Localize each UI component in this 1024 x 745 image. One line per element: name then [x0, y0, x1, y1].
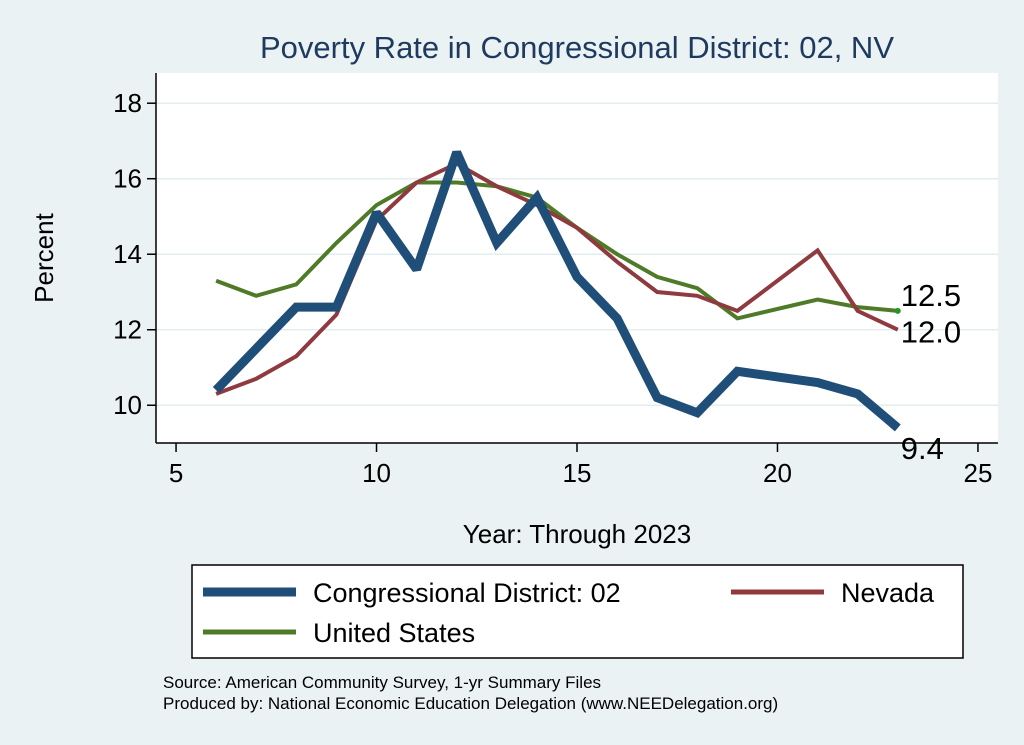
producer-note: Produced by: National Economic Education…	[163, 694, 778, 713]
y-tick-label: 12	[113, 315, 142, 345]
y-tick-label: 16	[113, 164, 142, 194]
legend-label-us: United States	[313, 618, 475, 648]
x-tick-label: 5	[169, 458, 183, 488]
x-tick-label: 20	[763, 458, 792, 488]
x-tick-label: 25	[963, 458, 992, 488]
end-labels: 9.4 12.012.5	[901, 278, 961, 466]
plot-area	[156, 73, 998, 443]
axes: 10 12 14 16 18 5 10 15 20 25	[113, 73, 998, 488]
gridlines	[156, 102, 998, 406]
end-label-nevada: 12.0	[901, 315, 961, 350]
y-axis-label: Percent	[29, 212, 59, 302]
end-label-united-states: 12.5	[901, 278, 961, 313]
chart-title: Poverty Rate in Congressional District: …	[260, 30, 894, 65]
us-end-marker	[894, 307, 901, 314]
y-tick-label: 18	[113, 88, 142, 118]
x-tick-label: 15	[563, 458, 592, 488]
y-tick-label: 14	[113, 239, 142, 269]
y-tick-label: 10	[113, 390, 142, 420]
x-tick-label: 10	[362, 458, 391, 488]
legend-label-district: Congressional District: 02	[313, 578, 621, 608]
end-label-district: 9.4	[901, 431, 944, 466]
source-note: Source: American Community Survey, 1-yr …	[163, 673, 601, 692]
legend-box	[191, 564, 964, 659]
series-layer	[212, 150, 901, 432]
legend-label-nevada: Nevada	[841, 578, 935, 608]
legend: Congressional District: 02 Nevada United…	[191, 564, 964, 659]
x-axis-label: Year: Through 2023	[463, 519, 691, 549]
